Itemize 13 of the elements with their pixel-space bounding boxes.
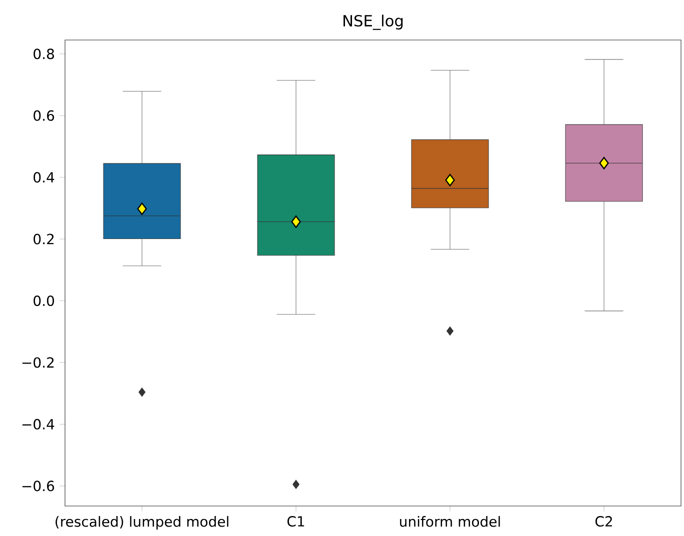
x-tick-label: C2 (595, 516, 612, 527)
y-tick-label: −0.6 (22, 480, 54, 492)
y-tick-label: 0.2 (34, 234, 54, 244)
y-tick-label: 0.0 (34, 295, 54, 306)
y-tick-label: −0.2 (22, 357, 54, 368)
y-tick-label: −0.4 (22, 418, 54, 430)
y-tick-label: 0.8 (34, 48, 54, 60)
y-tick-label: 0.6 (34, 110, 54, 121)
y-tick-label: 0.4 (34, 172, 54, 183)
x-tick-label: uniform model (400, 516, 500, 527)
chart-title: NSE_log (344, 14, 403, 30)
x-tick-label: C1 (287, 516, 304, 527)
x-tick-label: (rescaled) lumped model (56, 516, 228, 530)
